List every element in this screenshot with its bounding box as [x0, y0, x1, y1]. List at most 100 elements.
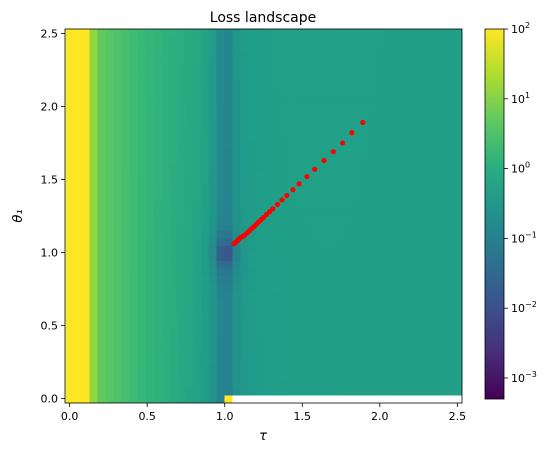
heatmap-cell [137, 177, 146, 187]
heatmap-cell [200, 140, 210, 149]
heatmap-cell [65, 58, 75, 67]
heatmap-cell [280, 275, 289, 284]
heatmap-cell [137, 260, 146, 269]
heatmap-cell [415, 148, 424, 157]
heatmap-cell [192, 148, 202, 157]
heatmap-cell [430, 148, 440, 157]
heatmap-cell [351, 297, 361, 306]
heatmap-cell [184, 230, 194, 239]
heatmap-cell [224, 260, 234, 269]
heatmap-cell [248, 155, 257, 164]
heatmap-cell [351, 260, 361, 269]
heatmap-cell [438, 237, 448, 246]
heatmap-cell [200, 43, 210, 52]
heatmap-cell [137, 357, 146, 366]
heatmap-cell [248, 357, 257, 366]
heatmap-cell [113, 297, 122, 306]
heatmap-cell [454, 35, 462, 44]
heatmap-cell [311, 379, 321, 388]
heatmap-cell [375, 290, 384, 299]
trajectory-point [312, 166, 318, 172]
heatmap-cell [303, 118, 313, 127]
heatmap-cell [240, 65, 249, 74]
heatmap-cell [288, 230, 297, 239]
heatmap-cell [295, 65, 305, 74]
heatmap-cell [335, 327, 345, 336]
heatmap-cell [129, 222, 138, 231]
heatmap-cell [303, 207, 313, 216]
heatmap-cell [399, 387, 408, 396]
heatmap-cell [240, 364, 249, 374]
heatmap-cell [160, 275, 170, 284]
heatmap-cell [81, 222, 91, 231]
heatmap-cell [407, 320, 416, 329]
heatmap-cell [351, 103, 361, 112]
heatmap-cell [216, 155, 226, 164]
heatmap-cell [430, 35, 440, 44]
heatmap-cell [168, 342, 178, 351]
heatmap-cell [89, 140, 99, 149]
heatmap-cell [407, 275, 416, 284]
heatmap-cell [176, 237, 186, 246]
heatmap-cell [407, 140, 416, 149]
heatmap-cell [335, 350, 345, 359]
heatmap-cell [430, 207, 440, 216]
heatmap-cell [288, 35, 297, 44]
heatmap-cell [391, 163, 400, 172]
heatmap-cell [407, 43, 416, 52]
heatmap-cell [208, 222, 218, 231]
heatmap-cell [327, 118, 337, 127]
heatmap-cell [430, 245, 440, 254]
heatmap-cell [335, 207, 345, 216]
heatmap-cell [113, 200, 122, 209]
heatmap-cell [391, 170, 400, 179]
heatmap-cell [145, 342, 154, 351]
heatmap-cell [272, 65, 281, 74]
heatmap-cell [367, 73, 376, 82]
heatmap-cell [288, 275, 297, 284]
heatmap-cell [224, 35, 234, 44]
heatmap-cell [97, 58, 106, 67]
heatmap-cell [232, 58, 241, 67]
heatmap-cell [383, 148, 392, 157]
heatmap-cell [272, 342, 281, 351]
heatmap-cell [430, 170, 440, 179]
heatmap-cell [137, 43, 146, 52]
heatmap-cell [81, 200, 91, 209]
heatmap-cell [232, 133, 241, 142]
heatmap-cell [89, 364, 99, 374]
heatmap-cell [319, 177, 329, 187]
heatmap-cell [153, 387, 162, 396]
heatmap-cell [438, 394, 448, 403]
heatmap-cell [121, 207, 130, 216]
heatmap-cell [129, 73, 138, 82]
heatmap-cell [359, 65, 368, 74]
heatmap-cell [303, 357, 313, 366]
heatmap-cell [343, 379, 353, 388]
heatmap-cell [224, 95, 234, 104]
heatmap-cell [89, 312, 99, 321]
heatmap-cell [184, 50, 194, 59]
heatmap-cell [176, 230, 186, 239]
heatmap-cell [391, 118, 400, 127]
heatmap-cell [145, 207, 154, 216]
heatmap-cell [160, 320, 170, 329]
heatmap-cell [430, 230, 440, 239]
heatmap-cell [113, 125, 122, 134]
heatmap-cell [224, 148, 234, 157]
heatmap-cell [438, 312, 448, 321]
heatmap-cell [446, 379, 456, 388]
heatmap-cell [430, 133, 440, 142]
heatmap-cell [224, 394, 234, 403]
heatmap-cell [137, 170, 146, 179]
heatmap-cell [89, 88, 99, 97]
heatmap-cell [137, 275, 146, 284]
heatmap-cell [105, 372, 114, 381]
heatmap-cell [454, 58, 462, 67]
heatmap-cell [280, 267, 289, 276]
heatmap-cell [422, 170, 432, 179]
heatmap-cell [137, 192, 146, 201]
heatmap-cell [145, 222, 154, 231]
heatmap-cell [264, 237, 273, 246]
heatmap-cell [375, 103, 384, 112]
